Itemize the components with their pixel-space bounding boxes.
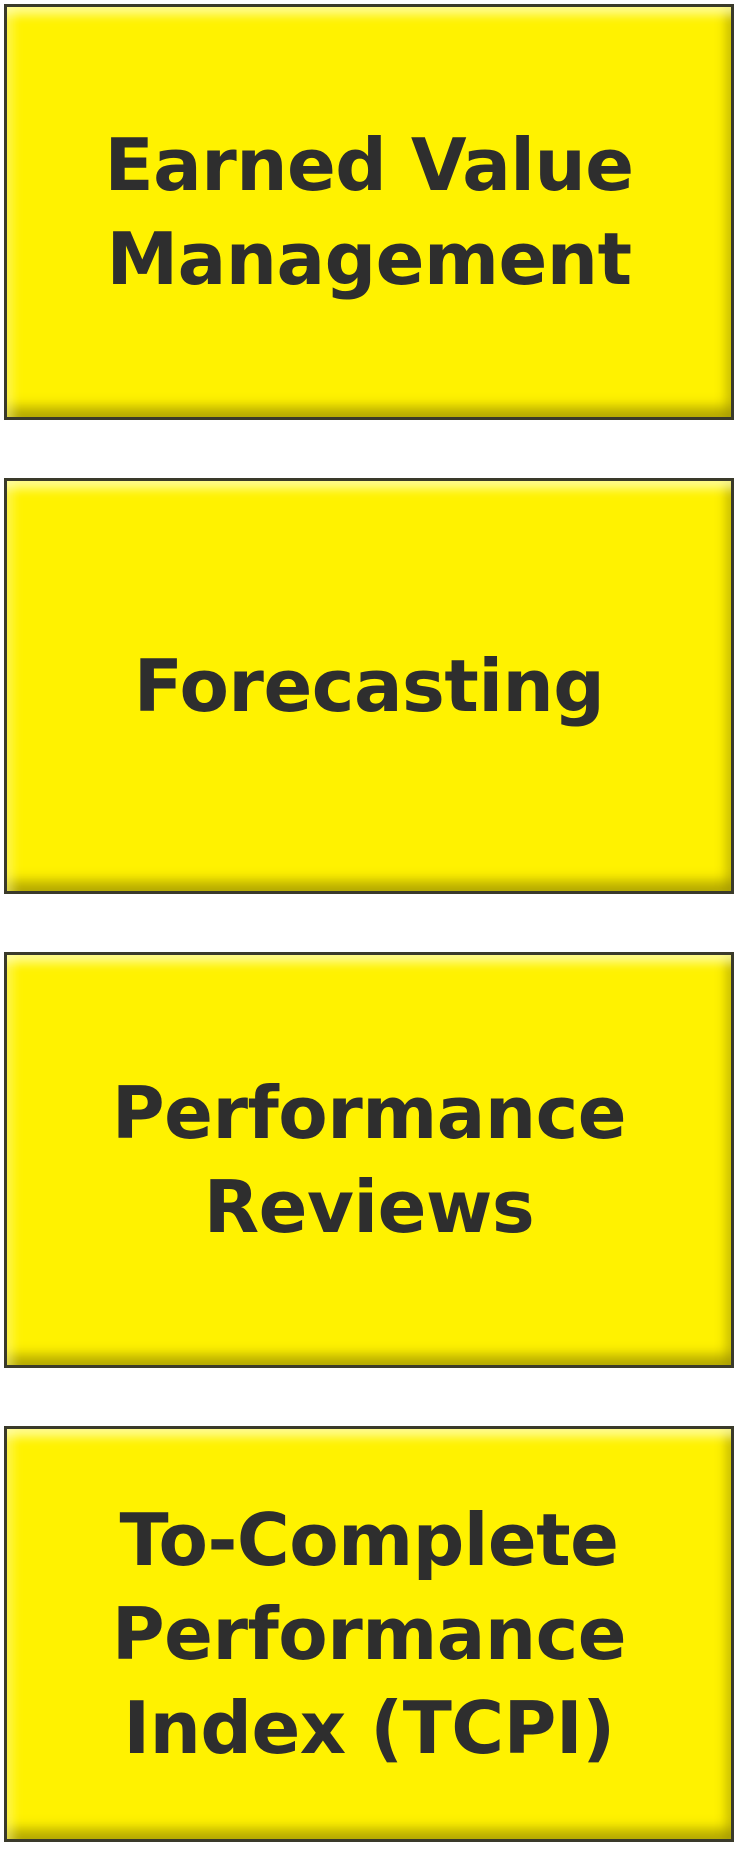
box-label: Forecasting: [133, 644, 605, 728]
tcpi-box: To-Complete Performance Index (TCPI): [4, 1426, 734, 1842]
box-label: To-Complete Performance Index (TCPI): [111, 1498, 627, 1770]
box-label: Performance Reviews: [111, 1071, 627, 1249]
earned-value-management-box: Earned Value Management: [4, 4, 734, 420]
box-label: Earned Value Management: [104, 123, 634, 301]
forecasting-box: Forecasting: [4, 478, 734, 894]
performance-reviews-box: Performance Reviews: [4, 952, 734, 1368]
